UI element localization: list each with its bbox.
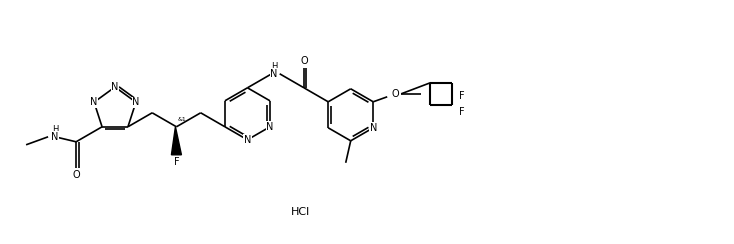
Text: H: H — [52, 125, 58, 134]
Text: O: O — [300, 56, 308, 66]
Text: N: N — [90, 97, 98, 107]
Text: N: N — [132, 97, 139, 107]
Text: N: N — [270, 69, 277, 79]
Polygon shape — [172, 127, 181, 155]
Text: H: H — [272, 62, 278, 71]
Text: N: N — [51, 132, 59, 142]
Text: F: F — [459, 91, 465, 101]
Text: F: F — [459, 107, 465, 117]
Text: O: O — [391, 89, 399, 99]
Text: O: O — [72, 170, 80, 180]
Text: N: N — [369, 123, 377, 133]
Text: HCl: HCl — [291, 207, 310, 217]
Text: &1: &1 — [178, 117, 186, 122]
Text: N: N — [112, 82, 119, 92]
Text: N: N — [266, 122, 274, 132]
Text: N: N — [244, 135, 251, 145]
Text: F: F — [174, 157, 179, 167]
